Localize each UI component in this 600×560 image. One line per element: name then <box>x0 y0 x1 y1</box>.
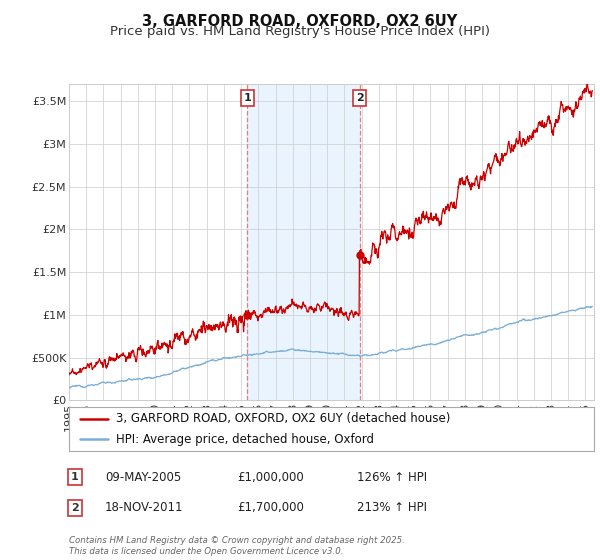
Text: 09-MAY-2005: 09-MAY-2005 <box>105 470 181 484</box>
Text: HPI: Average price, detached house, Oxford: HPI: Average price, detached house, Oxfo… <box>116 432 374 446</box>
Text: £1,000,000: £1,000,000 <box>237 470 304 484</box>
Text: £1,700,000: £1,700,000 <box>237 501 304 515</box>
Text: Contains HM Land Registry data © Crown copyright and database right 2025.
This d: Contains HM Land Registry data © Crown c… <box>69 536 405 556</box>
Text: 18-NOV-2011: 18-NOV-2011 <box>105 501 184 515</box>
Text: 2: 2 <box>356 93 364 103</box>
Text: 126% ↑ HPI: 126% ↑ HPI <box>357 470 427 484</box>
Text: 1: 1 <box>244 93 251 103</box>
Text: 3, GARFORD ROAD, OXFORD, OX2 6UY: 3, GARFORD ROAD, OXFORD, OX2 6UY <box>142 14 458 29</box>
Text: 1: 1 <box>71 472 79 482</box>
Text: 2: 2 <box>71 503 79 513</box>
Text: 3, GARFORD ROAD, OXFORD, OX2 6UY (detached house): 3, GARFORD ROAD, OXFORD, OX2 6UY (detach… <box>116 412 451 426</box>
Text: 213% ↑ HPI: 213% ↑ HPI <box>357 501 427 515</box>
Bar <box>247 84 359 400</box>
Text: Price paid vs. HM Land Registry's House Price Index (HPI): Price paid vs. HM Land Registry's House … <box>110 25 490 38</box>
